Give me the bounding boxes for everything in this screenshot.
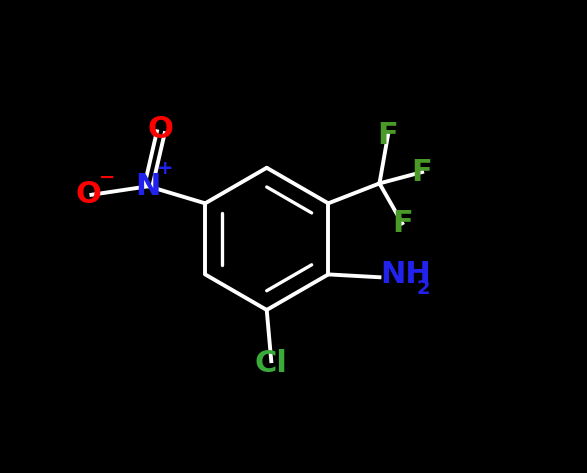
Text: N: N	[136, 172, 161, 201]
Text: O: O	[76, 180, 102, 209]
Text: Cl: Cl	[255, 350, 288, 378]
Text: −: −	[99, 168, 116, 187]
Text: F: F	[377, 121, 399, 149]
Text: NH: NH	[380, 260, 431, 289]
Text: 2: 2	[416, 279, 430, 298]
Text: O: O	[148, 115, 174, 144]
Text: F: F	[411, 158, 433, 186]
Text: +: +	[157, 158, 174, 177]
Text: F: F	[392, 209, 413, 238]
